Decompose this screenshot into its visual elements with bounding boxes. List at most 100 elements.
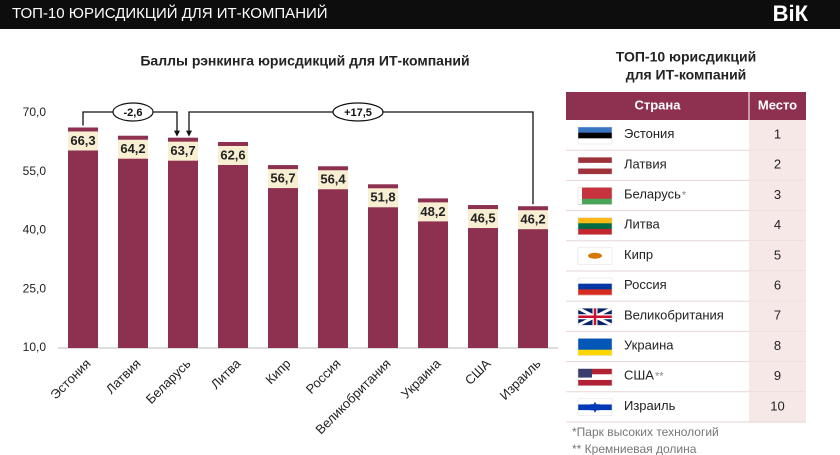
logo: ВіК: [773, 1, 809, 26]
flag-stripe: [578, 410, 612, 417]
row-cell: [749, 120, 806, 151]
bar: [468, 205, 498, 348]
country-name: Эстония: [624, 127, 674, 142]
value-label: 56,7: [270, 171, 295, 186]
flag-stripe: [578, 187, 612, 194]
place: 1: [774, 127, 781, 142]
bar: [318, 166, 348, 348]
flag-border: [577, 156, 613, 175]
value-label: 62,6: [220, 147, 245, 162]
flag-border: [577, 217, 613, 235]
value-label: 48,2: [420, 204, 445, 219]
country-name: Латвия: [624, 157, 667, 172]
place: 7: [774, 308, 781, 323]
flag-stripe: [578, 374, 612, 381]
row-cell: [749, 240, 806, 271]
flag-border: [577, 368, 613, 386]
flag-detail: [578, 308, 612, 326]
country: Литва: [624, 217, 661, 232]
bar: [268, 165, 298, 348]
flag-stripe: [578, 247, 612, 254]
country-name: Украина: [624, 338, 674, 353]
annotation-oval: [112, 102, 154, 122]
footnote: *Парк высоких технологий: [572, 425, 719, 439]
country: Украина: [624, 338, 674, 353]
column-header: Страна: [634, 97, 681, 112]
flag-border: [577, 187, 613, 205]
country: США: [624, 368, 654, 383]
arrow-head: [186, 130, 192, 137]
row-cell: [749, 150, 806, 181]
arrow-head: [174, 130, 180, 137]
value-label-bg: [118, 139, 148, 159]
note-mark: **: [655, 371, 664, 383]
flag-detail: [578, 187, 582, 205]
country: Израиль: [624, 398, 676, 413]
x-tick-label: Кипр: [262, 356, 293, 387]
flag-stripe: [578, 283, 612, 290]
value-label: 46,5: [470, 210, 495, 225]
x-tick-label: Израиль: [497, 356, 544, 403]
flag-stripe: [578, 157, 612, 164]
column-header: Место: [758, 97, 797, 112]
flag-stripe: [578, 259, 612, 266]
country: Великобритания: [624, 308, 724, 323]
flag-stripe: [578, 338, 612, 345]
flag-stripe: [578, 344, 612, 351]
row-cell: [749, 361, 806, 392]
flag-stripe: [578, 193, 612, 200]
flag-stripe: [578, 278, 612, 284]
country-name: Израиль: [624, 398, 676, 413]
place: 5: [774, 247, 781, 262]
value-label: 51,8: [370, 190, 395, 205]
value-label-bg: [68, 131, 98, 151]
country: Кипр: [624, 247, 653, 262]
flag-stripe: [578, 223, 612, 230]
flag-stripe: [578, 289, 612, 296]
value-label: 46,2: [520, 212, 545, 227]
flag-stripe: [578, 217, 612, 224]
bar: [418, 198, 448, 348]
x-tick-label: Латвия: [103, 356, 144, 397]
place: 10: [770, 398, 784, 413]
country-name: Великобритания: [624, 308, 724, 323]
place: 6: [774, 278, 781, 293]
flag-stripe: [578, 138, 612, 145]
footnote: ** Кремниевая долина: [572, 442, 697, 455]
annotation-oval: [332, 102, 384, 122]
row-cell: [749, 271, 806, 302]
country-name: Россия: [624, 278, 667, 293]
bar: [368, 184, 398, 348]
flag-stripe: [578, 162, 612, 169]
annotation: +17,5: [344, 107, 372, 119]
header-title: ТОП-10 ЮРИСДИКЦИЙ ДЛЯ ИТ-КОМПАНИЙ: [12, 4, 328, 22]
x-tick-label: Литва: [208, 355, 244, 391]
country: Латвия: [624, 157, 667, 172]
row-cell: [749, 180, 806, 211]
x-tick-label: Беларусь: [143, 356, 194, 407]
place: 2: [774, 157, 781, 172]
table-title: ТОП-10 юрисдикций: [616, 49, 757, 65]
flag-border: [577, 398, 613, 417]
bar: [218, 141, 248, 348]
value-label-bg: [468, 209, 498, 229]
value-label-bg: [218, 145, 248, 165]
place: 8: [774, 338, 781, 353]
value-label: 56,4: [320, 172, 346, 187]
country-name: Литва: [624, 217, 661, 232]
chart-title: Баллы рэнкинга юрисдикций для ИТ-компани…: [140, 53, 469, 69]
flag-stripe: [578, 379, 612, 386]
country-name: Беларусь*: [624, 187, 687, 202]
bar: [168, 137, 198, 348]
flag-border: [577, 307, 613, 326]
table-header: [566, 92, 806, 120]
country-name: США**: [624, 368, 664, 383]
country: Россия: [624, 278, 667, 293]
row-cell: [749, 210, 806, 241]
value-label-bg: [368, 188, 398, 208]
x-tick-label: Украина: [398, 355, 444, 401]
y-tick-label: 10,0: [23, 340, 47, 354]
flag-stripe: [578, 404, 612, 411]
value-label-bg: [168, 141, 198, 161]
bar: [518, 206, 548, 348]
